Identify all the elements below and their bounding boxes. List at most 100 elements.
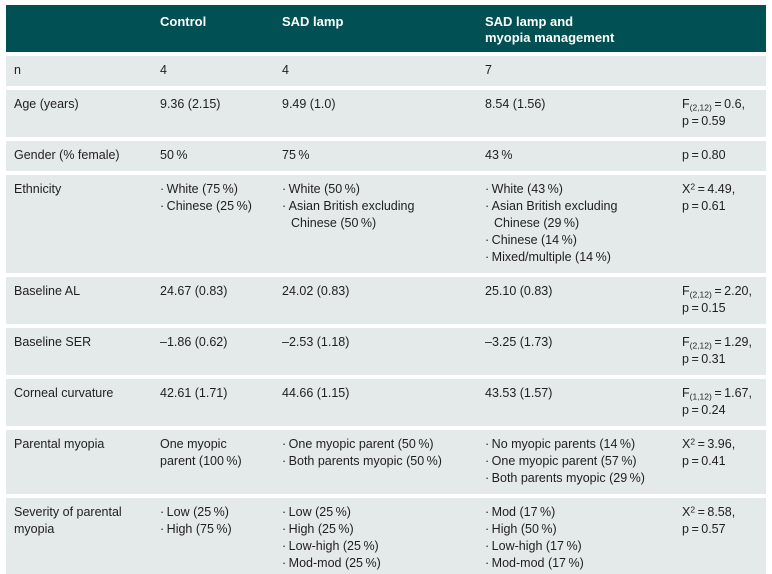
cell-value: 42.61 (1.71) (160, 386, 228, 400)
cell-value: 7 (485, 63, 492, 77)
header-cell-control: Control (160, 14, 282, 46)
bullet-item: High (25 %) (282, 521, 450, 538)
table-row: n 4 4 7 (6, 56, 766, 86)
table-header-row: Control SAD lamp SAD lamp and myopia man… (6, 5, 766, 52)
stat-line: p = 0.59 (682, 113, 756, 130)
bullet-item: Low-high (25 %) (282, 538, 450, 555)
subscript: (2,12) (689, 102, 712, 113)
superscript: 2 (690, 504, 696, 515)
bullet-item: No myopic parents (14 %) (485, 436, 653, 453)
table-body: n 4 4 7 Age (years) 9.36 (2.15) 9.49 (1.… (6, 56, 766, 574)
row-label: Baseline AL (14, 284, 81, 298)
cell-value: 75 % (282, 148, 310, 162)
stat-line: F(1,12) = 1.67, (682, 385, 756, 402)
stat-text: p = 0.15 (682, 301, 726, 315)
bullet-item: Low-high (17 %) (485, 538, 653, 555)
table-row: Age (years) 9.36 (2.15) 9.49 (1.0) 8.54 … (6, 90, 766, 137)
stat-text: = 4.49, (695, 182, 736, 196)
stat-text: p = 0.24 (682, 403, 726, 417)
stat-text: p = 0.59 (682, 114, 726, 128)
subscript: (2,12) (689, 340, 712, 351)
stat-line: p = 0.57 (682, 521, 756, 538)
cell-value: 4 (282, 63, 289, 77)
stat-text: p = 0.61 (682, 199, 726, 213)
cell-statistics: F(2,12) = 2.20, p = 0.15 (682, 283, 766, 317)
column-title-sad-lamp: SAD lamp (282, 14, 344, 29)
cell-value: –3.25 (1.73) (485, 335, 553, 349)
cell-control: One myopic parent (100 %) (160, 436, 282, 487)
superscript: 2 (690, 181, 696, 192)
cell-control: 4 (160, 62, 282, 79)
stat-line: X2 = 4.49, (682, 181, 756, 198)
cell-value: One myopic parent (100 %) (160, 437, 242, 468)
cell-sad-lamp: –2.53 (1.18) (282, 334, 485, 368)
cell-value: –1.86 (0.62) (160, 335, 228, 349)
bullet-item: White (75 %) (160, 181, 260, 198)
bullet-item: Both parents myopic (29 %) (485, 470, 653, 487)
cell-value: 43 % (485, 148, 513, 162)
cell-sad-lamp-myopia-management: No myopic parents (14 %)One myopic paren… (485, 436, 682, 487)
bullet-item: Chinese (14 %) (485, 232, 653, 249)
column-title-sad-lamp-mm-line1: SAD lamp and (485, 14, 574, 29)
bullet-item: Mixed/multiple (14 %) (485, 249, 653, 266)
cell-statistics: X2 = 4.49, p = 0.61 (682, 181, 766, 266)
row-label: Age (years) (14, 97, 79, 111)
cell-value: 4 (160, 63, 167, 77)
cell-value: 9.36 (2.15) (160, 97, 221, 111)
cell-value: 25.10 (0.83) (485, 284, 553, 298)
cell-value: 9.49 (1.0) (282, 97, 336, 111)
stat-text: = 2.20, (711, 284, 752, 298)
cell-control: 42.61 (1.71) (160, 385, 282, 419)
stat-line: F(2,12) = 1.29, (682, 334, 756, 351)
bullet-item: One myopic parent (57 %) (485, 453, 653, 470)
cell-control: White (75 %)Chinese (25 %) (160, 181, 282, 266)
subscript: (2,12) (689, 289, 712, 300)
row-label: Parental myopia (14, 437, 105, 451)
bullet-item: White (50 %) (282, 181, 450, 198)
cell-sad-lamp-myopia-management: 43.53 (1.57) (485, 385, 682, 419)
row-label: Ethnicity (14, 182, 62, 196)
header-cell-empty (6, 14, 160, 46)
cell-sad-lamp-myopia-management: 25.10 (0.83) (485, 283, 682, 317)
table-row: Parental myopia One myopic parent (100 %… (6, 430, 766, 494)
cell-sad-lamp: 75 % (282, 147, 485, 164)
cell-control: 50 % (160, 147, 282, 164)
stat-text: F (682, 97, 690, 111)
bullet-item: One myopic parent (50 %) (282, 436, 450, 453)
stat-text: F (682, 284, 690, 298)
table-row: Baseline SER –1.86 (0.62) –2.53 (1.18) –… (6, 328, 766, 375)
cell-sad-lamp-myopia-management: 8.54 (1.56) (485, 96, 682, 130)
cell-sad-lamp-myopia-management: Mod (17 %)High (50 %)Low-high (17 %)Mod-… (485, 504, 682, 572)
cell-sad-lamp: 9.49 (1.0) (282, 96, 485, 130)
cell-sad-lamp-myopia-management: 7 (485, 62, 682, 79)
baseline-characteristics-table: Control SAD lamp SAD lamp and myopia man… (6, 5, 766, 574)
cell-sad-lamp: White (50 %)Asian British excluding Chin… (282, 181, 485, 266)
cell-sad-lamp: 24.02 (0.83) (282, 283, 485, 317)
cell-sad-lamp-myopia-management: 43 % (485, 147, 682, 164)
superscript: 2 (690, 436, 696, 447)
stat-text: F (682, 335, 690, 349)
stat-text: = 3.96, (695, 437, 736, 451)
stat-line: X2 = 3.96, (682, 436, 756, 453)
bullet-item: Mod (17 %) (485, 504, 653, 521)
stat-line: F(2,12) = 0.6, (682, 96, 756, 113)
stat-text: X (682, 182, 691, 196)
cell-statistics: F(1,12) = 1.67, p = 0.24 (682, 385, 766, 419)
stat-text: p = 0.41 (682, 454, 726, 468)
table-row: Corneal curvature 42.61 (1.71) 44.66 (1.… (6, 379, 766, 426)
stat-line: p = 0.31 (682, 351, 756, 368)
stat-text: p = 0.31 (682, 352, 726, 366)
stat-line: X2 = 8.58, (682, 504, 756, 521)
table-row: Severity of parental myopia Low (25 %)Hi… (6, 498, 766, 574)
bullet-item: Asian British excluding Chinese (29 %) (485, 198, 653, 232)
stat-line: F(2,12) = 2.20, (682, 283, 756, 300)
bullet-item: White (43 %) (485, 181, 653, 198)
cell-statistics: X2 = 8.58, p = 0.57 (682, 504, 766, 572)
table-row: Baseline AL 24.67 (0.83) 24.02 (0.83) 25… (6, 277, 766, 324)
stat-text: X (682, 437, 691, 451)
cell-value: 43.53 (1.57) (485, 386, 553, 400)
bullet-item: Both parents myopic (50 %) (282, 453, 450, 470)
bullet-item: Chinese (25 %) (160, 198, 260, 215)
cell-sad-lamp-myopia-management: White (43 %)Asian British excluding Chin… (485, 181, 682, 266)
stat-line: p = 0.24 (682, 402, 756, 419)
